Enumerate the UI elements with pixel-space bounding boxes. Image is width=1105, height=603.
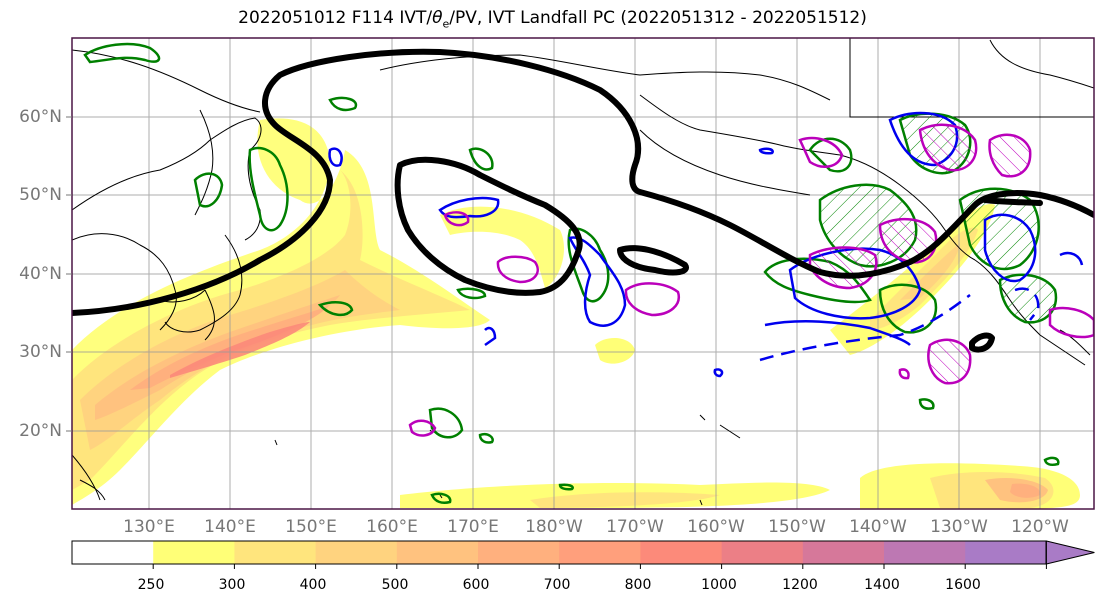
colorbar-segment xyxy=(802,541,885,564)
colorbar-ticks xyxy=(152,564,1047,569)
title-suffix: /PV, IVT Landfall PC (2022051312 - 20220… xyxy=(449,8,867,28)
title-theta-subscript: e xyxy=(442,17,450,31)
lon-label-170e: 170°E xyxy=(447,517,499,537)
coastlines xyxy=(72,38,1094,506)
lon-label-180w: 180°W xyxy=(525,517,583,537)
colorbar-label-1400: 1400 xyxy=(864,577,900,593)
colorbar-label-500: 500 xyxy=(381,577,409,593)
colorbar-segment xyxy=(72,541,154,564)
colorbar-segment xyxy=(478,541,560,564)
lat-label-30n: 30°N xyxy=(19,342,62,362)
colorbar-segments xyxy=(72,540,1095,565)
lat-label-50n: 50°N xyxy=(19,185,62,205)
colorbar-label-250: 250 xyxy=(137,577,165,593)
lon-label-170w: 170°W xyxy=(606,517,664,537)
lon-label-150w: 150°W xyxy=(768,517,826,537)
lon-label-150e: 150°E xyxy=(285,517,337,537)
colorbar-segment xyxy=(884,541,966,564)
colorbar xyxy=(71,540,1095,569)
lon-label-120w: 120°W xyxy=(1011,517,1069,537)
colorbar-label-1600: 1600 xyxy=(945,577,981,593)
colorbar-segment xyxy=(315,541,398,564)
lon-label-160w: 160°W xyxy=(687,517,745,537)
colorbar-segment xyxy=(234,541,317,564)
lon-label-140e: 140°E xyxy=(204,517,256,537)
ivt-landfall-pc-contour xyxy=(72,48,1094,353)
map-title: 2022051012 F114 IVT/θe/PV, IVT Landfall … xyxy=(0,8,1105,30)
colorbar-segment xyxy=(721,541,804,564)
colorbar-segment xyxy=(153,541,235,564)
lat-label-60n: 60°N xyxy=(19,107,62,127)
colorbar-label-700: 700 xyxy=(543,577,571,593)
lon-label-130w: 130°W xyxy=(930,517,988,537)
lat-label-40n: 40°N xyxy=(19,264,62,284)
ivt-shading xyxy=(72,118,1080,509)
colorbar-label-300: 300 xyxy=(218,577,246,593)
lat-label-20n: 20°N xyxy=(19,421,62,441)
colorbar-label-1000: 1000 xyxy=(701,577,737,593)
colorbar-label-600: 600 xyxy=(462,577,490,593)
colorbar-segment xyxy=(965,541,1047,564)
colorbar-segment xyxy=(559,541,641,564)
colorbar-segment xyxy=(640,541,723,564)
title-theta: θ xyxy=(432,8,443,28)
lon-label-140w: 140°W xyxy=(849,517,907,537)
colorbar-segment xyxy=(396,541,479,564)
colorbar-label-400: 400 xyxy=(299,577,327,593)
colorbar-extend-arrow xyxy=(1045,540,1095,565)
title-prefix: 2022051012 F114 IVT/ xyxy=(238,8,433,28)
lon-label-130e: 130°E xyxy=(123,517,175,537)
colorbar-label-1200: 1200 xyxy=(782,577,818,593)
lat-ticks xyxy=(66,116,72,432)
lon-label-160e: 160°E xyxy=(366,517,418,537)
colorbar-label-800: 800 xyxy=(624,577,652,593)
